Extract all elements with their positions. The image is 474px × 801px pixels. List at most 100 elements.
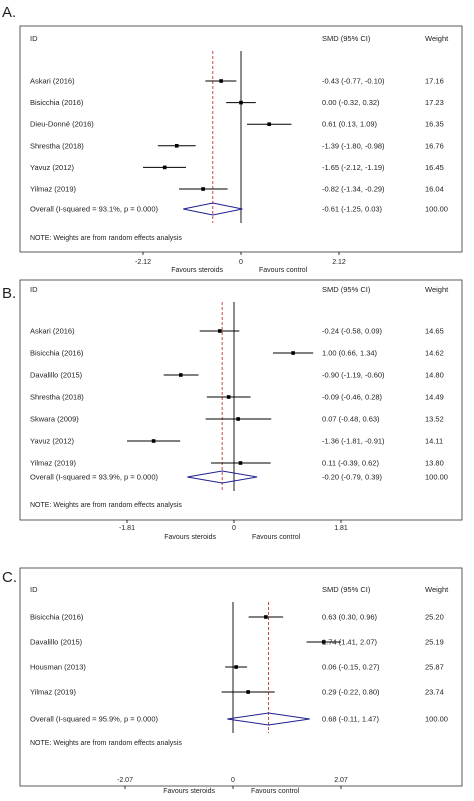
panel-b-frame [19,279,463,521]
panel-b-study-label: Yilmaz (2019) [30,459,76,468]
panel-b-study-ci-text: 0.07 (-0.48, 0.63) [322,415,380,424]
panel-c-study-weight: 25.19 [425,638,444,647]
panel-a-label: A. [2,4,16,21]
panel-c-overall-label: Overall (I-squared = 95.9%, p = 0.000) [30,715,158,724]
panel-b-study-ci-text: 1.00 (0.66, 1.34) [322,349,378,358]
panel-a-study-weight: 16.45 [425,163,444,172]
panel-b-tick-label: 1.81 [334,525,348,532]
panel-c-study-weight: 25.87 [425,663,444,672]
panel-a-study-weight: 17.23 [425,98,444,107]
panel-b-study-ci-text: -1.36 (-1.81, -0.91) [322,437,385,446]
panel-a-study-ci-text: -1.39 (-1.80, -0.98) [322,141,385,150]
panel-c-point-estimate [321,640,326,644]
panel-a-header-weight: Weight [425,34,449,43]
panel-c-study-ci-text: 0.29 (-0.22, 0.80) [322,688,380,697]
panel-c-header-smd: SMD (95% CI) [322,585,371,594]
panel-a-point-estimate [239,100,243,105]
panel-a-study-weight: 16.35 [425,120,444,129]
panel-c-overall-diamond [227,712,310,726]
panel-b-point-estimate [238,461,243,465]
panel-b-point-estimate [218,329,222,333]
panel-c-study-label: Yilmaz (2019) [30,688,76,697]
panel-a-study-ci-text: -1.65 (-2.12, -1.19) [322,163,385,172]
panel-c-note: NOTE: Weights are from random effects an… [30,740,182,747]
panel-a-header-smd: SMD (95% CI) [322,34,371,43]
panel-a-study-label: Shrestha (2018) [30,141,84,150]
panel-c-label: C. [2,569,17,586]
panel-a-tick-label: -2.12 [135,259,151,266]
panel-a-note: NOTE: Weights are from random effects an… [30,235,182,242]
panel-c-point-estimate [246,690,250,694]
panel-a-overall-diamond [183,202,243,216]
panel-b-overall-ci-text: -0.20 (-0.79, 0.39) [322,473,383,482]
panel-a-overall-weight: 100.00 [425,205,448,214]
panel-c-study-label: Bisicchia (2016) [30,613,84,622]
panel-b-study-weight: 13.52 [425,415,444,424]
panel-b-study-label: Shrestha (2018) [30,393,84,402]
panel-b-study-weight: 13.80 [425,459,444,468]
panel-c-favours-right: Favours control [251,788,300,795]
panel-b-favours-left: Favours steroids [164,534,216,541]
panel-c-header-id: ID [30,585,38,594]
panel-c-point-estimate [264,615,268,619]
panel-a-study-ci-text: 0.00 (-0.32, 0.32) [322,98,380,107]
panel-c-study-label: Housman (2013) [30,663,86,672]
panel-a-header-id: ID [30,34,38,43]
panel-b-study-ci-text: -0.24 (-0.58, 0.09) [322,327,383,336]
panel-a-study-weight: 16.04 [425,185,444,194]
panel-a-favours-right: Favours control [259,267,308,274]
panel-b-point-estimate [291,351,295,355]
panel-b-study-ci-text: -0.09 (-0.46, 0.28) [322,393,383,402]
panel-b-study-ci-text: -0.90 (-1.19, -0.60) [322,371,385,380]
panel-a-tick-label: 0 [239,259,243,266]
panel-c-study-weight: 23.74 [425,688,444,697]
panel-c-tick-label: -2.07 [117,777,133,784]
panel-b-tick-label: 0 [232,525,236,532]
panel-a-study-label: Askari (2016) [30,77,75,86]
panel-a-study-label: Yilmaz (2019) [30,185,76,194]
panel-c-study-ci-text: 0.63 (0.30, 0.96) [322,613,378,622]
panel-b-study-label: Askari (2016) [30,327,75,336]
panel-c-frame [19,567,463,787]
panel-a-favours-left: Favours steroids [171,267,223,274]
panel-b-overall-diamond [187,470,258,484]
panel-b-label: B. [2,285,16,302]
panel-b-study-ci-text: 0.11 (-0.39, 0.62) [322,459,379,468]
panel-b-favours-right: Favours control [252,534,301,541]
panel-b-tick-label: -1.81 [119,525,135,532]
panel-a-study-label: Bisicchia (2016) [30,98,84,107]
panel-a-point-estimate [201,187,205,191]
panel-b-header-smd: SMD (95% CI) [322,285,371,294]
panel-a-point-estimate [162,165,167,170]
panel-c-tick-label: 2.07 [334,777,348,784]
panel-a-overall-label: Overall (I-squared = 93.1%, p = 0.000) [30,205,158,214]
panel-c-point-estimate [234,665,238,669]
panel-a-tick-label: 2.12 [332,259,346,266]
panel-a-study-label: Dieu-Donné (2016) [30,120,94,129]
panel-a-study-ci-text: -0.43 (-0.77, -0.10) [322,77,385,86]
panel-b-study-weight: 14.80 [425,371,444,380]
panel-b-study-weight: 14.49 [425,393,444,402]
panel-c-favours-left: Favours steroids [163,788,215,795]
panel-b-study-weight: 14.62 [425,349,444,358]
panel-a-study-label: Yavuz (2012) [30,163,75,172]
panel-b-overall-weight: 100.00 [425,473,448,482]
panel-c-overall-ci-text: 0.68 (-0.11, 1.47) [322,715,379,724]
panel-a-overall-ci-text: -0.61 (-1.25, 0.03) [322,205,383,214]
panel-b-study-label: Skwara (2009) [30,415,79,424]
panel-b-study-label: Bisicchia (2016) [30,349,84,358]
panel-c-header-weight: Weight [425,585,449,594]
panel-c-study-label: Davalillo (2015) [30,638,83,647]
panel-c-study-weight: 25.20 [425,613,444,622]
panel-b-point-estimate [178,373,183,377]
panel-b-study-label: Yavuz (2012) [30,437,75,446]
panel-c-tick-label: 0 [231,777,235,784]
panel-a-study-weight: 16.76 [425,141,444,150]
panel-b-header-id: ID [30,285,38,294]
panel-a-point-estimate [267,122,271,126]
panel-a-point-estimate [219,79,223,83]
panel-b-study-label: Davalillo (2015) [30,371,83,380]
panel-c-study-ci-text: 1.74 (1.41, 2.07) [322,638,378,647]
panel-a-study-ci-text: 0.61 (0.13, 1.09) [322,120,378,129]
panel-b-point-estimate [226,395,231,399]
